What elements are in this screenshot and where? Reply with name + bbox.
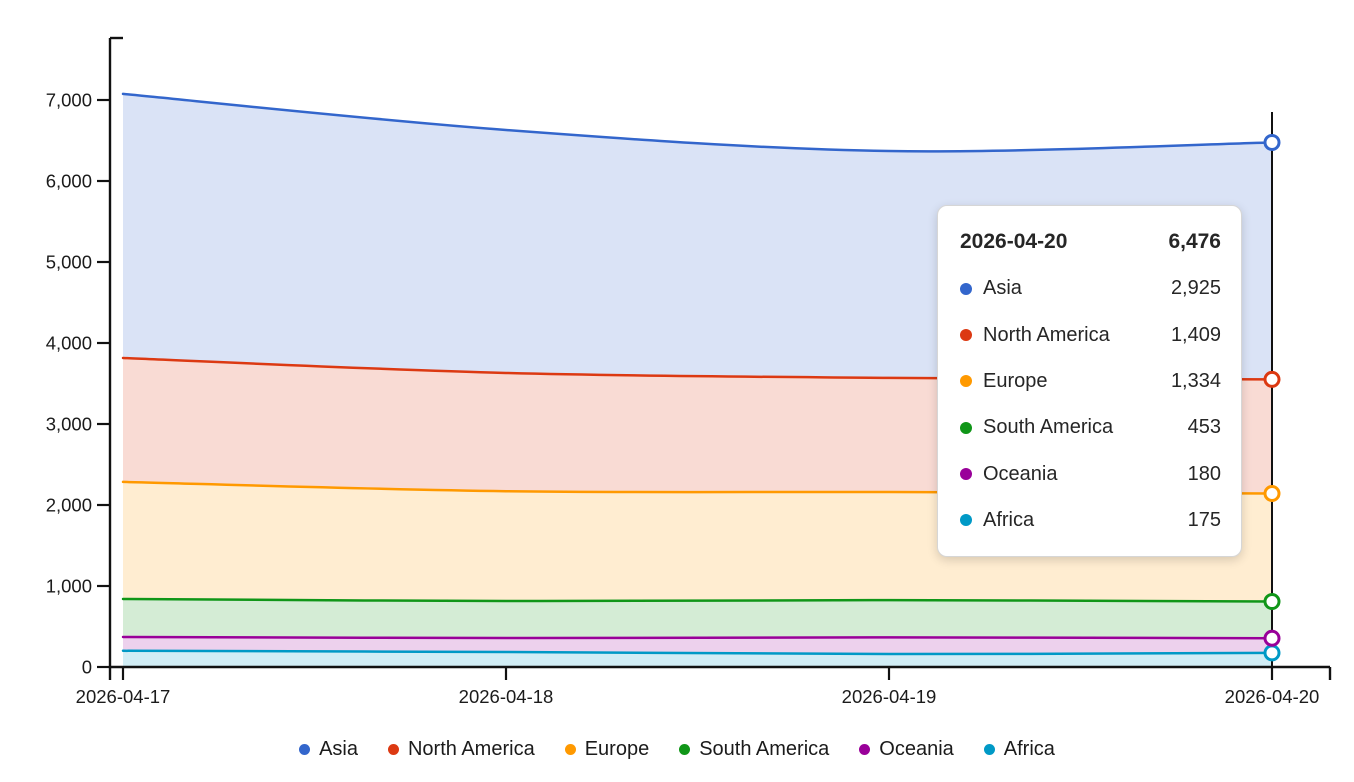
y-tick-label-7000: 7,000 [46,90,92,111]
tooltip-total: 6,476 [1168,230,1221,253]
legend-item-north-america[interactable]: North America [387,737,535,761]
y-tick-label-4000: 4,000 [46,333,92,354]
y-tick-label-3000: 3,000 [46,414,92,435]
x-tick-label-2026-04-18: 2026-04-18 [459,686,554,707]
y-tick-label-6000: 6,000 [46,171,92,192]
line-oceania [121,635,1274,640]
y-tick-label-0: 0 [82,657,92,678]
y-tick-label-1000: 1,000 [46,576,92,597]
tooltip-header: 2026-04-20 6,476 [960,230,1221,254]
legend-color-dot-icon [564,743,576,755]
legend-label: Oceania [879,737,954,760]
marker-north-america[interactable] [1263,370,1281,388]
tooltip-series-label: South America [983,416,1114,439]
series-color-dot-icon [960,468,972,481]
tooltip-series-label: Oceania [983,462,1058,485]
legend-item-asia[interactable]: Asia [299,738,358,761]
legend-color-dot-icon [859,743,871,755]
legend-item-oceania[interactable]: Oceania [859,738,954,761]
tooltip-row-asia: Asia 2,925 [960,277,1221,300]
legend-item-africa[interactable]: Africa [983,737,1055,761]
chart-legend: Asia North America Europe South America Ocea… [0,731,1354,767]
series-color-dot-icon [960,514,972,527]
x-tick-label-2026-04-19: 2026-04-19 [842,686,937,707]
tooltip-row-europe: Europe 1,334 [960,370,1221,393]
tooltip-series-label: Africa [983,508,1035,531]
legend-item-europe[interactable]: Europe [564,737,650,761]
tooltip-series-value: 1,334 [1170,369,1221,392]
marker-asia[interactable] [1263,133,1281,151]
marker-europe[interactable] [1263,484,1281,502]
series-color-dot-icon [960,375,972,388]
tooltip-row-south-america: South America 453 [960,416,1221,439]
hover-tooltip: 2026-04-20 6,476 Asia 2,925 North America 1… [937,205,1242,557]
legend-color-dot-icon [679,743,691,755]
tooltip-series-label: North America [983,323,1110,346]
tooltip-series-value: 180 [1187,462,1221,485]
area-south-america [123,598,1272,639]
y-tick-label-5000: 5,000 [46,252,92,273]
y-tick-label-2000: 2,000 [46,495,92,516]
legend-label: Africa [1003,737,1055,760]
tooltip-series-value: 2,925 [1170,277,1221,300]
marker-oceania[interactable] [1263,629,1281,647]
tooltip-series-value: 1,409 [1170,323,1221,346]
legend-color-dot-icon [983,743,995,755]
line-africa [121,649,1274,656]
x-tick-label-2026-04-20: 2026-04-20 [1225,686,1320,707]
legend-label: North America [407,737,535,760]
series-color-dot-icon [960,282,972,295]
legend-label: Asia [319,737,358,760]
legend-item-south-america[interactable]: South America [679,738,829,761]
area-oceania [123,637,1272,655]
marker-south-america[interactable] [1263,593,1281,611]
legend-label: Europe [584,737,650,760]
tooltip-row-north-america: North America 1,409 [960,324,1221,347]
legend-color-dot-icon [299,743,311,755]
series-color-dot-icon [960,421,972,434]
tooltip-series-label: Asia [983,277,1022,300]
tooltip-row-oceania: Oceania 180 [960,463,1221,486]
tooltip-series-value: 175 [1187,508,1221,531]
tooltip-date: 2026-04-20 [960,230,1068,253]
legend-label: South America [699,737,830,760]
line-asia [121,92,1274,153]
tooltip-series-value: 453 [1187,416,1221,439]
tooltip-series-label: Europe [983,369,1048,392]
marker-africa[interactable] [1263,644,1281,662]
legend-color-dot-icon [387,743,399,755]
tooltip-row-africa: Africa 175 [960,509,1221,532]
x-tick-label-2026-04-17: 2026-04-17 [76,686,171,707]
line-south-america [121,597,1274,603]
series-color-dot-icon [960,329,972,342]
